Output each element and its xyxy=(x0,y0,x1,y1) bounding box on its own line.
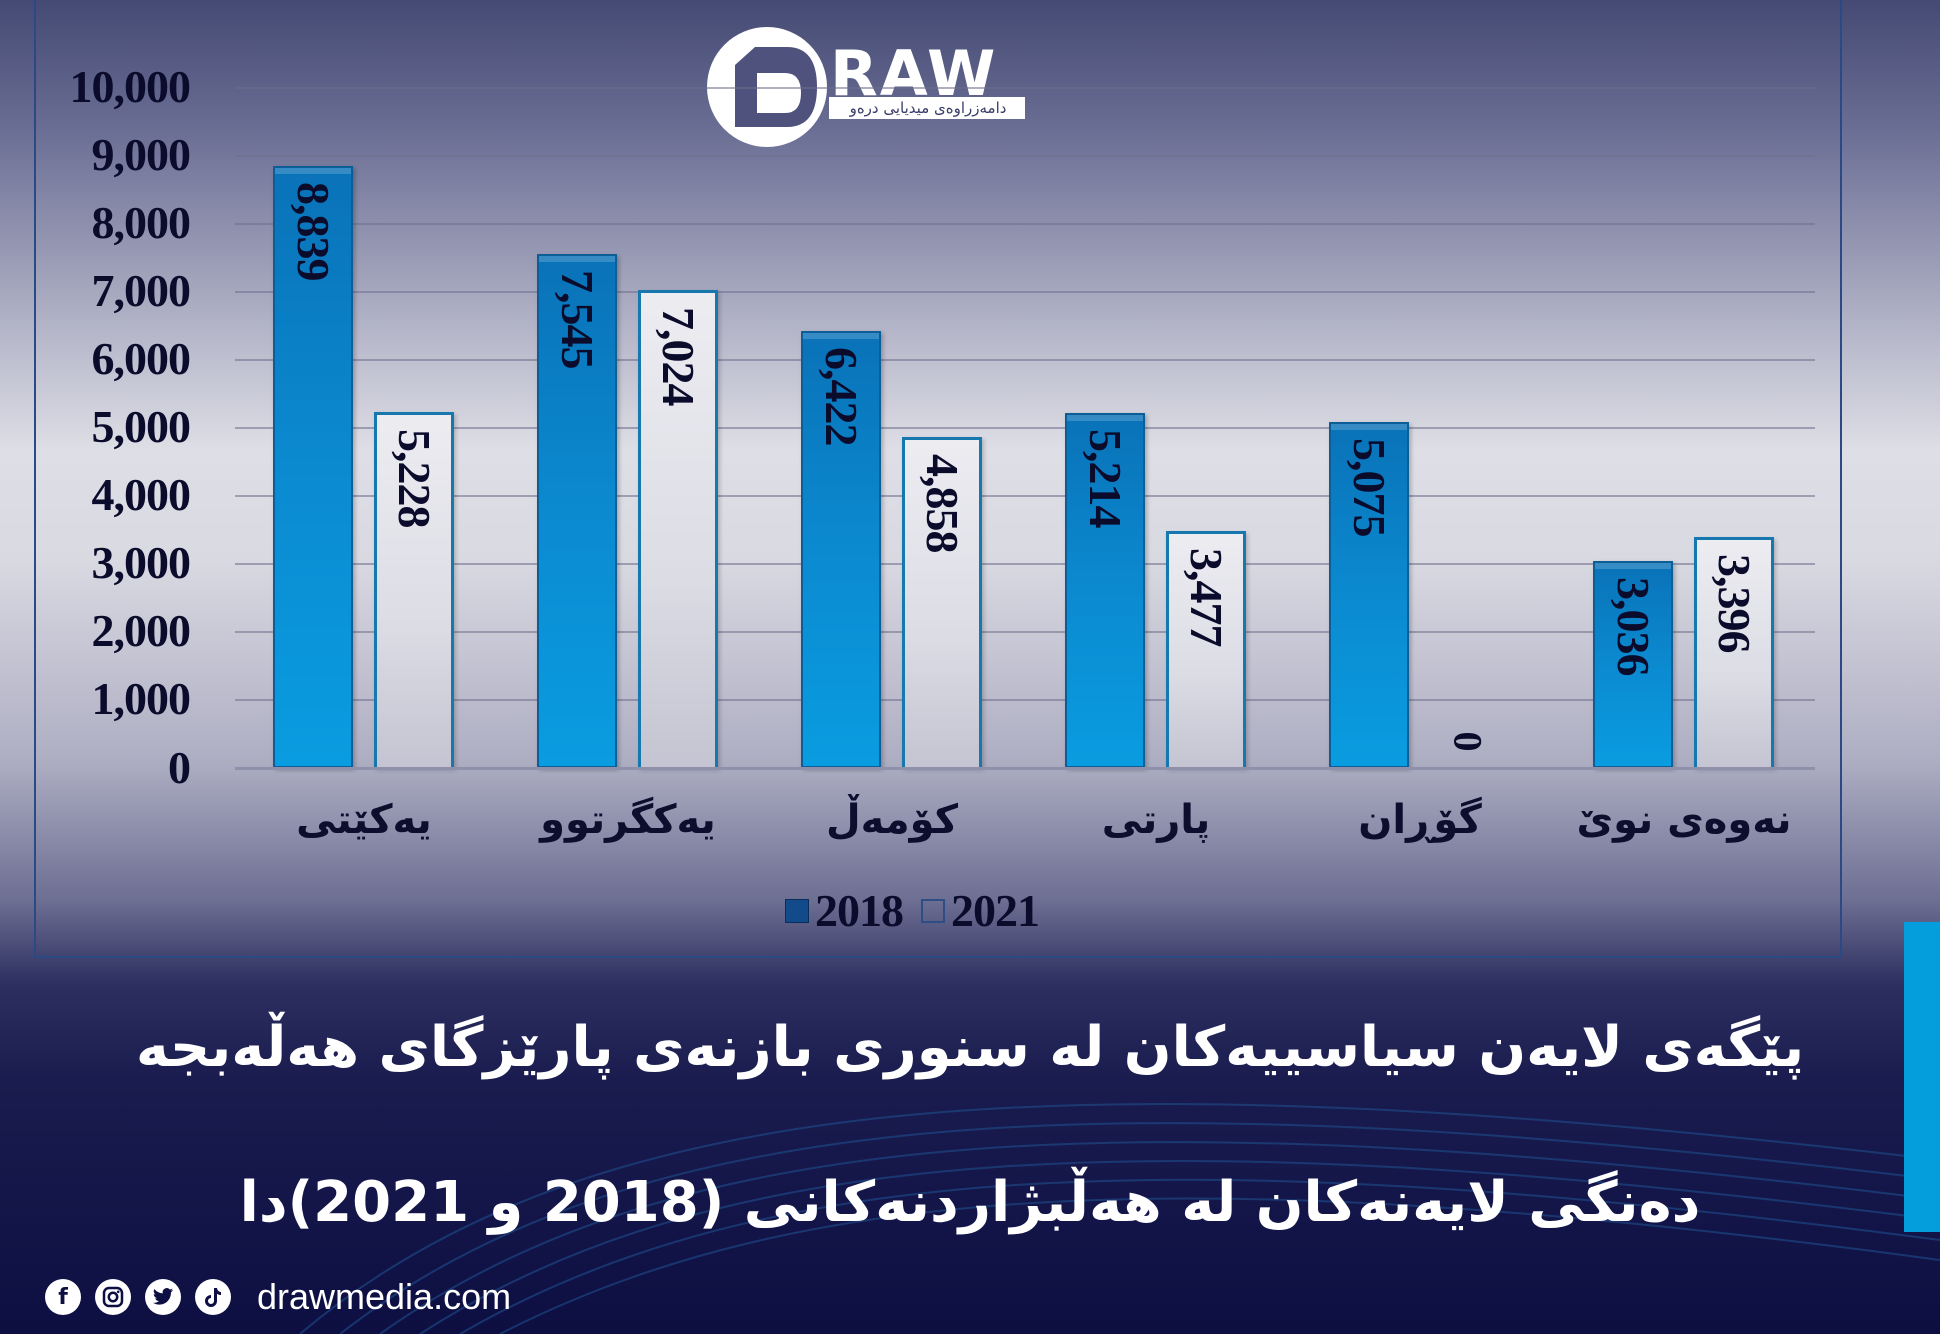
bar-value-label: 8,839 xyxy=(288,182,339,281)
gridline-8000 xyxy=(235,223,1815,225)
gridline-7000 xyxy=(235,291,1815,293)
gridline-1000 xyxy=(235,699,1815,701)
bar-value-label: 6,422 xyxy=(816,347,867,446)
bar-2018-parti[interactable]: 5,214 xyxy=(1065,413,1145,768)
draw-logo-icon xyxy=(707,27,1025,147)
gridline-9000 xyxy=(235,155,1815,157)
bar-2021-goran-zero-label: 0 xyxy=(1445,731,1491,752)
y-tick-label: 8,000 xyxy=(91,197,192,248)
accent-strip xyxy=(1904,922,1940,1232)
logo-text: RAW xyxy=(830,37,998,110)
chart-legend: 2018 2021 xyxy=(785,884,1040,937)
y-tick-label: 1,000 xyxy=(91,673,192,724)
x-category-label: یەکگرتوو xyxy=(540,797,716,843)
bar-value-label: 7,024 xyxy=(653,307,704,406)
facebook-icon[interactable]: f xyxy=(45,1279,81,1315)
gridline-5000 xyxy=(235,427,1815,429)
bar-2021-yekgirtu[interactable]: 7,024 xyxy=(638,290,718,768)
logo-subtitle: دامەزراوەی میدیایی درەو xyxy=(849,99,1007,117)
bar-value-label: 5,075 xyxy=(1344,438,1395,537)
bar-2018-yekgirtu[interactable]: 7,545 xyxy=(537,254,617,768)
y-tick-label: 3,000 xyxy=(91,537,192,588)
legend-swatch-2021 xyxy=(921,898,945,923)
tiktok-icon[interactable] xyxy=(195,1279,231,1315)
x-axis-line xyxy=(235,767,1815,770)
y-tick-label: 0 xyxy=(168,742,191,793)
bar-value-label: 3,396 xyxy=(1709,554,1760,653)
footer: f drawmedia.com xyxy=(45,1276,511,1318)
legend-swatch-2018 xyxy=(785,898,809,923)
bar-value-label: 5,214 xyxy=(1080,429,1131,528)
bar-2018-goran[interactable]: 5,075 xyxy=(1329,422,1409,768)
legend-label: 2021 xyxy=(951,885,1040,936)
y-tick-label: 5,000 xyxy=(91,401,192,452)
website-link[interactable]: drawmedia.com xyxy=(257,1276,512,1317)
y-tick-label: 7,000 xyxy=(91,265,192,316)
bar-2021-naway-nwe[interactable]: 3,396 xyxy=(1694,537,1774,768)
legend-item-2018[interactable]: 2018 xyxy=(785,884,904,937)
y-tick-label: 10,000 xyxy=(69,61,192,112)
gridline-2000 xyxy=(235,631,1815,633)
bar-2018-komal[interactable]: 6,422 xyxy=(801,331,881,768)
x-category-label: پارتی xyxy=(1101,797,1211,843)
draw-logo: RAW دامەزراوەی میدیایی درەو xyxy=(705,25,1045,155)
instagram-icon[interactable] xyxy=(95,1279,131,1315)
bar-value-label: 4,858 xyxy=(917,454,968,553)
y-tick-label: 2,000 xyxy=(91,605,192,656)
legend-item-2021[interactable]: 2021 xyxy=(921,884,1040,937)
bar-value-label: 3,036 xyxy=(1608,577,1659,676)
bar-value-label: 7,545 xyxy=(552,270,603,369)
headline-line-2: دەنگی لایەنەکان لە هەڵبژاردنەکانی (2018 … xyxy=(239,1170,1701,1235)
gridline-6000 xyxy=(235,359,1815,361)
gridline-3000 xyxy=(235,563,1815,565)
x-category-label: کۆمەڵ xyxy=(825,797,959,843)
x-category-label: گۆڕان xyxy=(1358,797,1482,843)
x-category-label: نەوەی نوێ xyxy=(1576,797,1792,843)
chart-frame xyxy=(34,0,1842,958)
bar-value-label: 3,477 xyxy=(1181,548,1232,647)
y-tick-label: 6,000 xyxy=(91,333,192,384)
legend-label: 2018 xyxy=(815,885,904,936)
gridline-4000 xyxy=(235,495,1815,497)
gridline-10000 xyxy=(235,87,1815,89)
bar-2018-yekety[interactable]: 8,839 xyxy=(273,166,353,768)
bar-2021-parti[interactable]: 3,477 xyxy=(1166,531,1246,768)
bar-value-label: 5,228 xyxy=(389,429,440,528)
bar-2018-naway-nwe[interactable]: 3,036 xyxy=(1593,561,1673,768)
bar-2021-yekety[interactable]: 5,228 xyxy=(374,412,454,768)
y-tick-label: 9,000 xyxy=(91,129,192,180)
x-category-label: یەکێتی xyxy=(296,797,432,843)
bar-2021-komal[interactable]: 4,858 xyxy=(902,437,982,768)
headline-line-1: پێگەی لایەن سیاسییەکان لە سنوری بازنەی پ… xyxy=(135,1015,1805,1080)
twitter-icon[interactable] xyxy=(145,1279,181,1315)
y-tick-label: 4,000 xyxy=(91,469,192,520)
